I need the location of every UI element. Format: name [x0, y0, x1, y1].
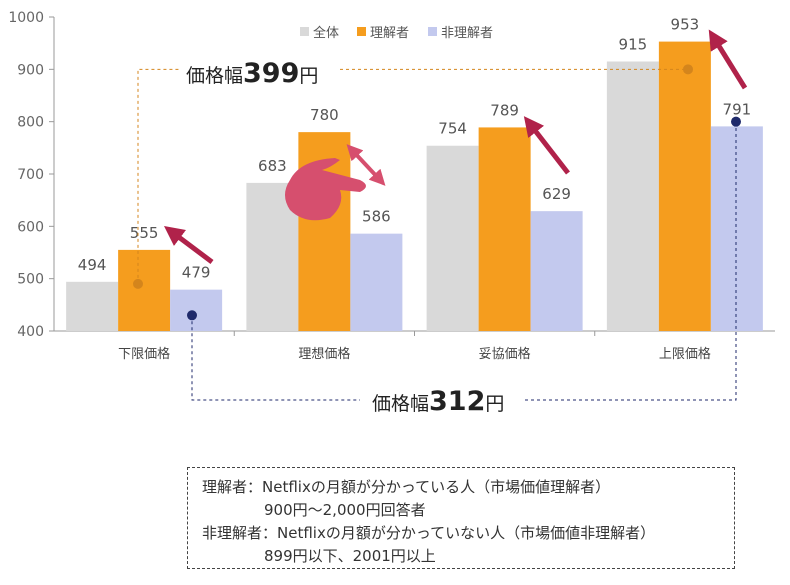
y-tick-label: 400 — [17, 324, 44, 340]
trend-arrow-icon — [523, 116, 570, 175]
bar-全体 — [426, 145, 479, 331]
y-tick-label: 1000 — [8, 10, 44, 26]
range-point — [133, 278, 143, 289]
range-point — [731, 116, 741, 127]
data-label: 629 — [542, 185, 571, 203]
data-label: 479 — [182, 264, 211, 282]
definition-note: 理解者：Netflixの月額が分かっている人（市場価値理解者） 900円～2,0… — [187, 467, 735, 569]
range-label-non: 価格幅312円 — [372, 386, 504, 417]
bar-全体 — [66, 281, 119, 331]
legend-label: 非理解者 — [441, 26, 493, 41]
bar-非理解者 — [170, 289, 223, 331]
data-label: 791 — [723, 100, 752, 118]
data-label: 915 — [619, 35, 648, 53]
bar-非理解者 — [530, 211, 583, 331]
x-tick-label: 理想価格 — [298, 346, 350, 362]
legend-swatch — [300, 27, 309, 36]
range-label-understand: 価格幅399円 — [186, 58, 318, 89]
pointing-hand-icon — [285, 158, 366, 221]
range-line-non — [525, 121, 737, 401]
x-tick-label: 下限価格 — [118, 346, 170, 362]
y-tick-label: 900 — [17, 62, 44, 78]
bar-非理解者 — [350, 233, 403, 331]
double-arrow-icon — [346, 144, 386, 186]
note-line: 理解者：Netflixの月額が分かっている人（市場価値理解者） — [202, 478, 611, 496]
data-label: 586 — [362, 208, 391, 226]
note-line: 900円～2,000円回答者 — [264, 501, 426, 519]
y-tick-label: 700 — [17, 167, 44, 183]
legend-swatch — [428, 27, 437, 36]
range-point — [683, 64, 693, 75]
legend-swatch — [357, 27, 366, 36]
legend-label: 全体 — [313, 25, 339, 41]
bar-理解者 — [658, 41, 711, 331]
y-tick-label: 800 — [17, 115, 44, 131]
data-label: 953 — [671, 16, 700, 34]
data-label: 683 — [258, 157, 287, 175]
bar-全体 — [606, 61, 659, 331]
data-label: 754 — [438, 120, 467, 138]
bar-理解者 — [118, 249, 171, 331]
trend-arrow-icon — [708, 29, 748, 90]
data-label: 789 — [490, 101, 519, 119]
x-tick-label: 上限価格 — [659, 346, 711, 362]
bar-理解者 — [478, 127, 531, 331]
range-point — [187, 310, 197, 321]
bar-非理解者 — [710, 126, 763, 331]
bar-chart: 400 500 600 700 800 900 1000 下限価格 494 555 479 理想価格 6… — [8, 10, 775, 417]
range-line-non — [191, 315, 360, 401]
data-label: 494 — [78, 256, 107, 274]
y-tick-label: 500 — [17, 272, 44, 288]
note-line: 899円以下、2001円以上 — [264, 547, 436, 565]
x-tick-label: 妥協価格 — [479, 346, 531, 362]
trend-arrow-icon — [164, 226, 214, 264]
y-tick-label: 600 — [17, 219, 44, 235]
data-label: 780 — [310, 106, 339, 124]
legend-label: 理解者 — [370, 26, 409, 41]
data-label: 555 — [130, 224, 159, 242]
note-line: 非理解者：Netflixの月額が分かっていない人（市場価値非理解者） — [202, 524, 656, 542]
range-line-understand — [137, 68, 180, 284]
